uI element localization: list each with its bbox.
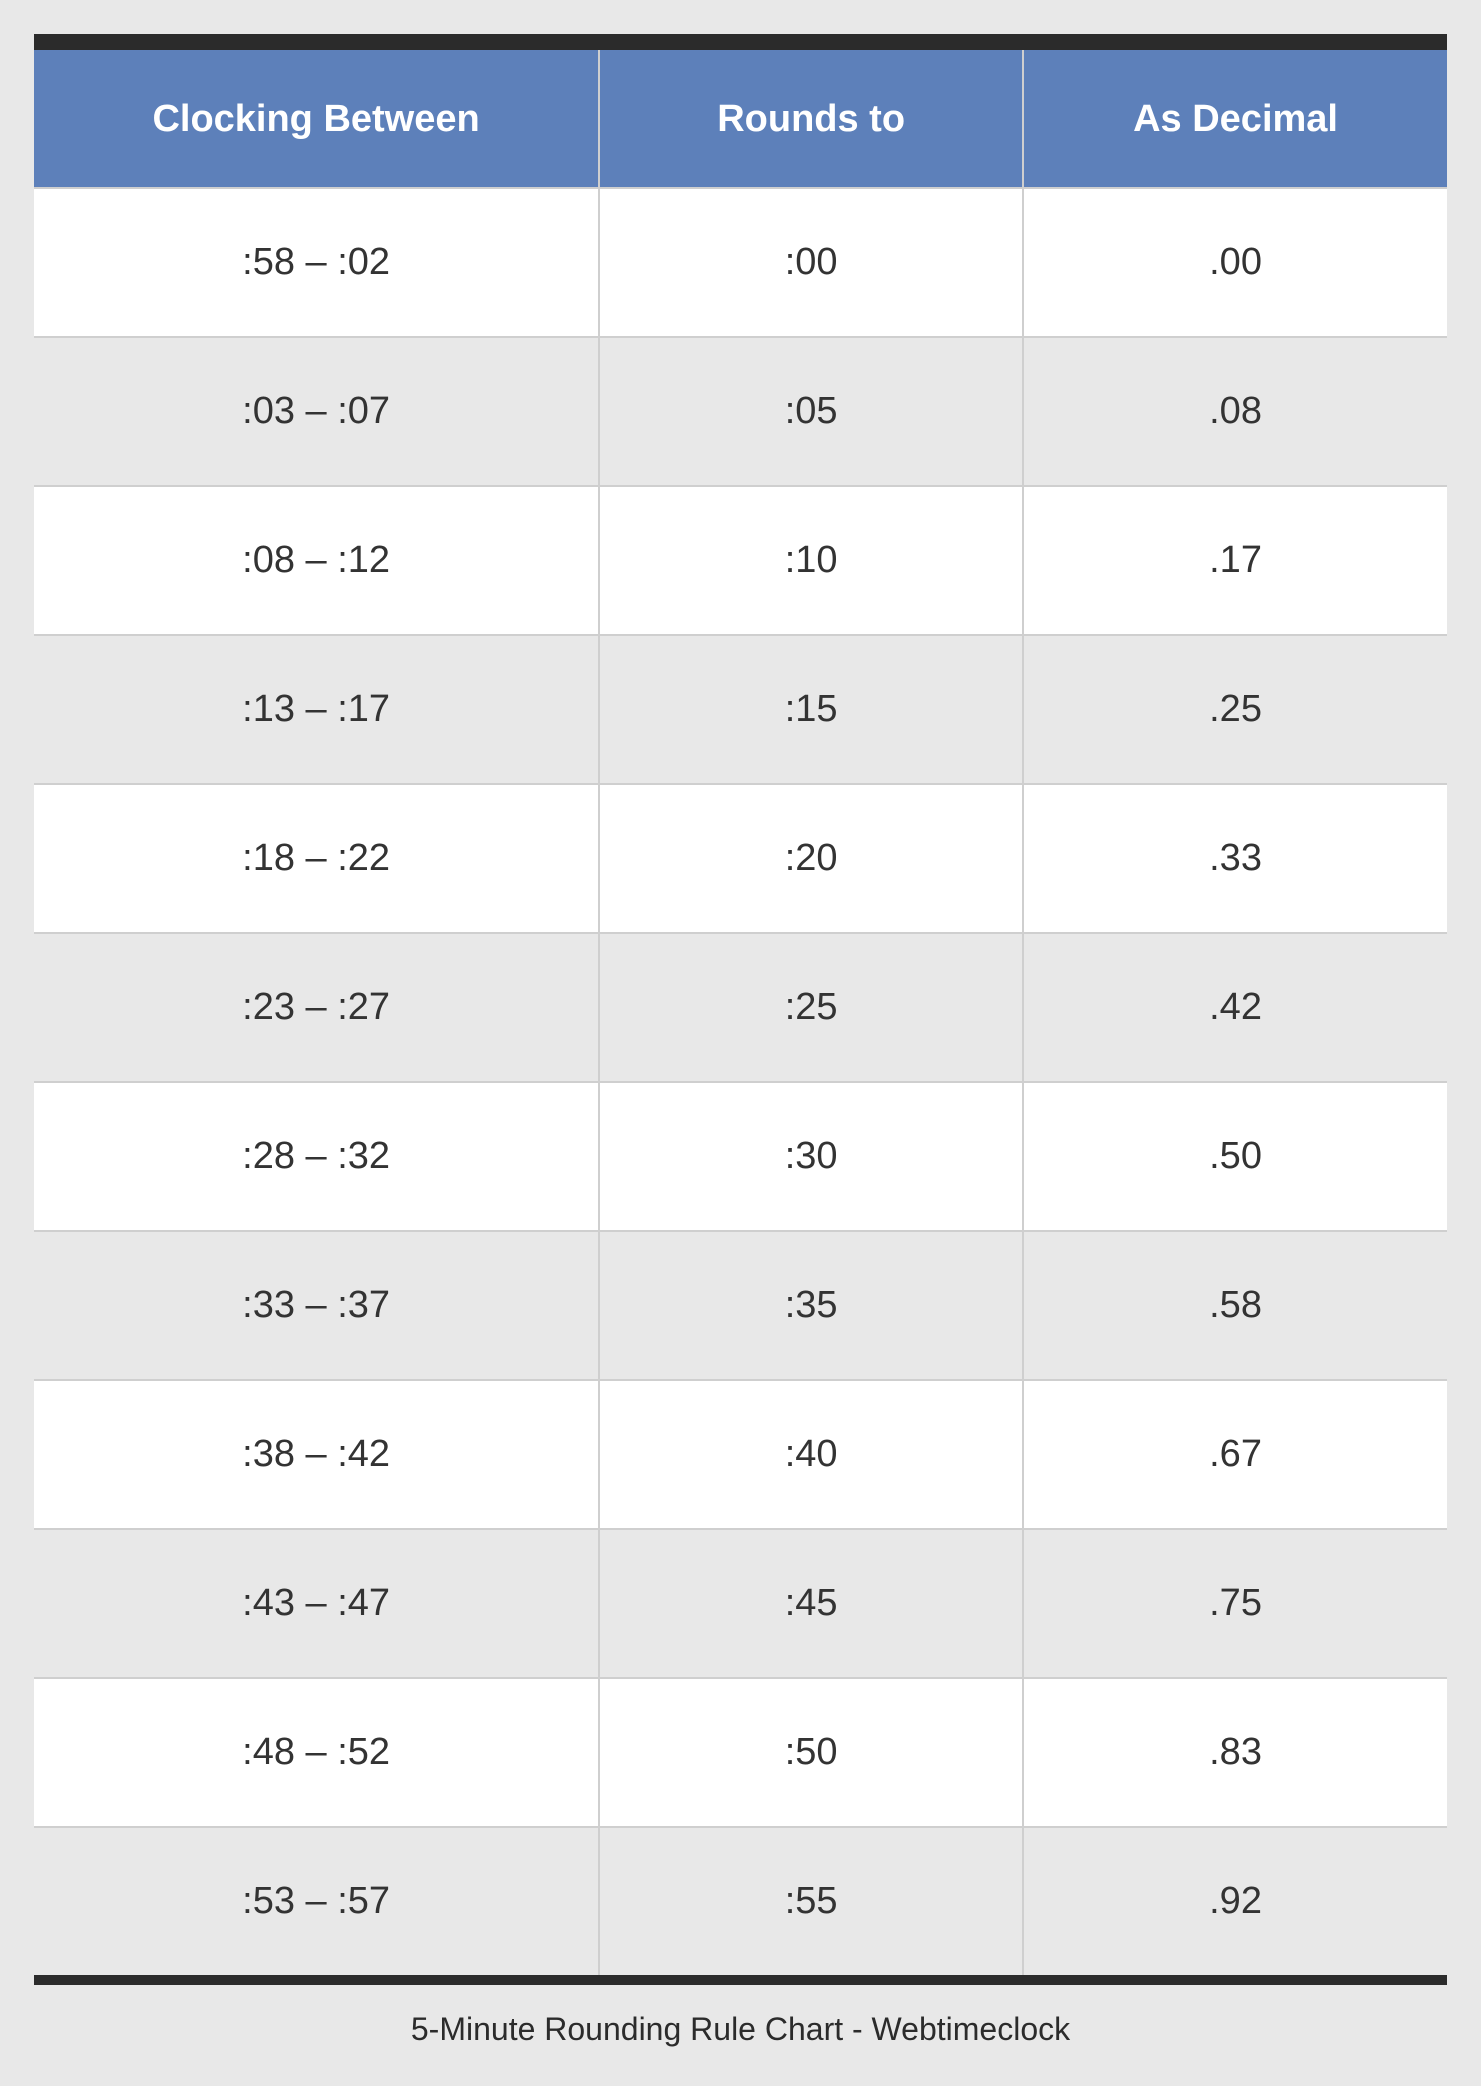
cell-rounds: :10	[599, 486, 1023, 635]
table-body: :58 – :02 :00 .00 :03 – :07 :05 .08 :08 …	[34, 188, 1447, 1980]
cell-between: :33 – :37	[34, 1231, 599, 1380]
cell-between: :13 – :17	[34, 635, 599, 784]
cell-between: :48 – :52	[34, 1678, 599, 1827]
cell-decimal: .25	[1023, 635, 1447, 784]
cell-between: :28 – :32	[34, 1082, 599, 1231]
cell-decimal: .83	[1023, 1678, 1447, 1827]
cell-between: :08 – :12	[34, 486, 599, 635]
cell-between: :58 – :02	[34, 188, 599, 337]
cell-rounds: :40	[599, 1380, 1023, 1529]
cell-rounds: :25	[599, 933, 1023, 1082]
cell-rounds: :45	[599, 1529, 1023, 1678]
col-header-between: Clocking Between	[34, 42, 599, 188]
table-caption: 5-Minute Rounding Rule Chart - Webtimecl…	[34, 1985, 1447, 2052]
cell-between: :23 – :27	[34, 933, 599, 1082]
table-row: :48 – :52 :50 .83	[34, 1678, 1447, 1827]
table-row: :53 – :57 :55 .92	[34, 1827, 1447, 1980]
cell-decimal: .92	[1023, 1827, 1447, 1980]
cell-decimal: .42	[1023, 933, 1447, 1082]
table-frame: Clocking Between Rounds to As Decimal :5…	[0, 0, 1481, 2086]
col-header-decimal: As Decimal	[1023, 42, 1447, 188]
cell-decimal: .67	[1023, 1380, 1447, 1529]
table-row: :38 – :42 :40 .67	[34, 1380, 1447, 1529]
rounding-table: Clocking Between Rounds to As Decimal :5…	[34, 34, 1447, 1985]
cell-rounds: :15	[599, 635, 1023, 784]
table-row: :13 – :17 :15 .25	[34, 635, 1447, 784]
cell-decimal: .00	[1023, 188, 1447, 337]
cell-decimal: .17	[1023, 486, 1447, 635]
cell-decimal: .75	[1023, 1529, 1447, 1678]
table-header: Clocking Between Rounds to As Decimal	[34, 42, 1447, 188]
cell-between: :43 – :47	[34, 1529, 599, 1678]
cell-decimal: .50	[1023, 1082, 1447, 1231]
table-header-row: Clocking Between Rounds to As Decimal	[34, 42, 1447, 188]
table-row: :58 – :02 :00 .00	[34, 188, 1447, 337]
cell-between: :03 – :07	[34, 337, 599, 486]
table-row: :03 – :07 :05 .08	[34, 337, 1447, 486]
table-row: :33 – :37 :35 .58	[34, 1231, 1447, 1380]
table-row: :18 – :22 :20 .33	[34, 784, 1447, 933]
cell-rounds: :00	[599, 188, 1023, 337]
col-header-rounds: Rounds to	[599, 42, 1023, 188]
cell-rounds: :55	[599, 1827, 1023, 1980]
table-row: :43 – :47 :45 .75	[34, 1529, 1447, 1678]
table-row: :08 – :12 :10 .17	[34, 486, 1447, 635]
cell-rounds: :30	[599, 1082, 1023, 1231]
cell-between: :38 – :42	[34, 1380, 599, 1529]
cell-between: :53 – :57	[34, 1827, 599, 1980]
cell-between: :18 – :22	[34, 784, 599, 933]
table-row: :28 – :32 :30 .50	[34, 1082, 1447, 1231]
cell-rounds: :20	[599, 784, 1023, 933]
cell-decimal: .33	[1023, 784, 1447, 933]
table-row: :23 – :27 :25 .42	[34, 933, 1447, 1082]
cell-decimal: .08	[1023, 337, 1447, 486]
cell-decimal: .58	[1023, 1231, 1447, 1380]
cell-rounds: :35	[599, 1231, 1023, 1380]
cell-rounds: :05	[599, 337, 1023, 486]
cell-rounds: :50	[599, 1678, 1023, 1827]
